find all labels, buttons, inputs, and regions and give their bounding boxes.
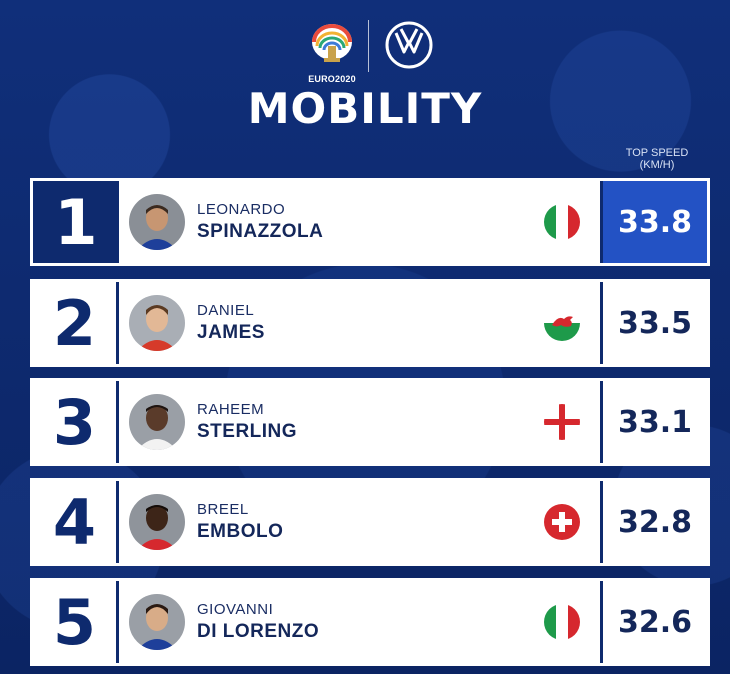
player-avatar <box>129 295 185 351</box>
rank-number: 3 <box>33 381 119 463</box>
speed-column-header: TOP SPEED (KM/H) <box>604 147 710 171</box>
rank-number: 2 <box>33 282 119 364</box>
player-info: GIOVANNI DI LORENZO <box>119 581 603 663</box>
top-speed-value: 33.5 <box>603 282 707 364</box>
player-first-name: GIOVANNI <box>197 601 274 618</box>
top-speed-value: 33.8 <box>603 181 707 263</box>
player-last-name: JAMES <box>197 322 265 343</box>
player-last-name: STERLING <box>197 421 298 442</box>
leaderboard-row: 4 BREEL EMBOLO 32.8 <box>30 478 710 566</box>
player-last-name: SPINAZZOLA <box>197 221 324 242</box>
player-avatar <box>129 394 185 450</box>
euro2020-logo: EURO2020 <box>304 22 360 84</box>
euro-trophy-icon <box>312 24 352 62</box>
speed-header-unit: (KM/H) <box>639 159 675 171</box>
player-first-name: LEONARDO <box>197 201 286 218</box>
top-speed-value: 32.6 <box>603 581 707 663</box>
player-avatar <box>129 594 185 650</box>
vw-logo-icon <box>384 20 434 70</box>
player-info: RAHEEM STERLING <box>119 381 603 463</box>
rank-number: 1 <box>33 181 119 263</box>
leaderboard-row: 2 DANIEL JAMES 33.5 <box>30 279 710 367</box>
england-flag-icon <box>544 404 580 440</box>
italy-flag-icon <box>544 604 580 640</box>
top-speed-value: 33.1 <box>603 381 707 463</box>
player-info: LEONARDO SPINAZZOLA <box>119 181 603 263</box>
euro-logo-text: EURO2020 <box>308 74 356 84</box>
player-info: DANIEL JAMES <box>119 282 603 364</box>
page-title: MOBILITY <box>247 84 483 133</box>
switzerland-flag-icon <box>544 504 580 540</box>
leaderboard-row: 5 GIOVANNI DI LORENZO 32.6 <box>30 578 710 666</box>
rank-number: 4 <box>33 481 119 563</box>
player-first-name: DANIEL <box>197 302 255 319</box>
player-first-name: BREEL <box>197 501 249 518</box>
player-avatar <box>129 494 185 550</box>
player-avatar <box>129 194 185 250</box>
speed-header-label: TOP SPEED <box>625 147 689 159</box>
top-speed-value: 32.8 <box>603 481 707 563</box>
player-last-name: DI LORENZO <box>197 621 320 642</box>
leaderboard-row: 1 LEONARDO SPINAZZOLA 33.8 <box>30 178 710 266</box>
rank-number: 5 <box>33 581 119 663</box>
header: EURO2020 <box>0 14 730 84</box>
header-divider <box>368 20 369 72</box>
leaderboard-row: 3 RAHEEM STERLING 33.1 <box>30 378 710 466</box>
wales-flag-icon <box>544 305 580 341</box>
player-info: BREEL EMBOLO <box>119 481 603 563</box>
italy-flag-icon <box>544 204 580 240</box>
player-first-name: RAHEEM <box>197 401 265 418</box>
player-last-name: EMBOLO <box>197 521 284 542</box>
